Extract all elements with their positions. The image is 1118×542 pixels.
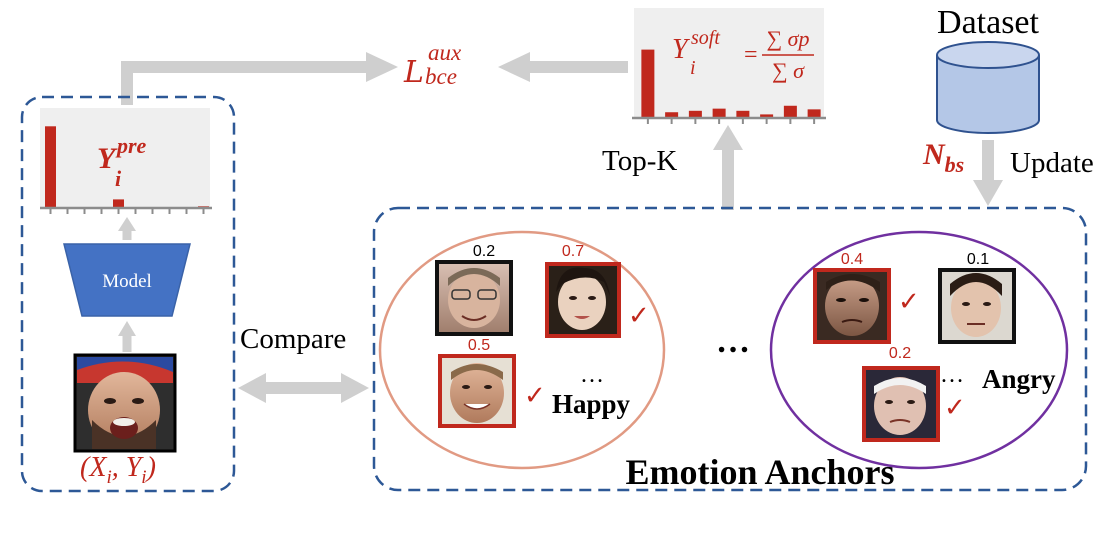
angry-anchor-2: 0.1 [938,251,1016,344]
arrow-model-to-pred-head [118,217,136,231]
happy-cluster-ellipse [378,230,666,470]
soft-label-main: Y [672,34,691,65]
compare-label: Compare [240,323,346,355]
arrow-pred-to-loss-head [366,52,398,82]
soft-label-denominator: ∑ σ [772,58,805,83]
angry-anchor-1: 0.4 ✓ [813,251,920,344]
anchor-score: 0.7 [562,243,584,260]
happy-ellipsis: … [580,362,604,388]
anchor-score: 0.4 [841,251,863,268]
chart-bar [807,109,821,118]
arrow-pred-to-loss [121,61,370,105]
soft-label-numerator: ∑ σp [766,26,809,51]
model-branch-box [20,95,236,493]
chart-bar [736,110,750,118]
check-icon: ✓ [628,301,650,331]
chart-bar [688,110,702,118]
pred-label-sup: pre [115,133,147,158]
loss-main: L [403,55,424,90]
happy-anchor-2: 0.7 ✓ [545,243,650,338]
pred-chart-ticks [49,208,205,214]
soft-chart-ticks [646,118,816,124]
chart-bar [113,199,124,208]
arrow-compare-left-head [238,373,266,403]
anchor-score: 0.2 [473,243,495,260]
pred-label-sub: i [115,166,122,191]
chart-bar [665,112,679,118]
happy-label: Happy [552,389,631,419]
pred-label-main: Y [97,142,118,175]
chart-bar [45,126,56,208]
check-icon: ✓ [944,393,966,423]
chart-bar [641,49,655,118]
nbs-label: Nbs [922,138,964,177]
middle-ellipsis: … [716,323,750,360]
happy-anchor-1: 0.2 [435,243,513,336]
pred-chart: Y i pre [40,108,212,214]
angry-anchor-3: 0.2 ✓ [862,345,966,442]
database-icon [936,41,1040,134]
input-face [73,353,177,453]
anchor-score: 0.5 [468,337,490,354]
update-label: Update [1010,147,1094,179]
angry-cluster-ellipse [769,230,1069,470]
chart-bar [712,108,726,118]
svg-text:Nbs: Nbs [922,138,964,177]
happy-anchor-3: 0.5 ✓ [438,337,546,428]
arrow-input-to-model-head [118,321,136,336]
soft-chart-bars [641,49,821,118]
anchor-score: 0.1 [967,251,989,268]
arrow-update-head [973,180,1003,206]
chart-bar [760,114,774,118]
check-icon: ✓ [898,287,920,317]
soft-label-sup: soft [691,27,720,49]
check-icon: ✓ [524,381,546,411]
loss-sub: bce [425,64,457,89]
emotion-anchors-title: Emotion Anchors [625,452,894,492]
soft-chart-background [634,8,824,118]
model-label: Model [102,271,152,292]
model-trapezoid [63,243,191,317]
dataset-label: Dataset [937,4,1040,41]
anchor-score: 0.2 [889,345,911,362]
angry-label: Angry [982,364,1056,394]
emotion-anchors-box [372,206,1088,492]
model-block: Model [63,243,191,317]
pred-chart-background [40,108,210,208]
angry-ellipsis: … [940,362,964,388]
soft-label-eq: = [744,42,758,68]
chart-bar [783,105,797,118]
topk-label: Top-K [602,145,677,177]
loss-sup: aux [428,40,462,65]
arrow-compare-right-head [341,373,369,403]
svg-text:(Xi, Yi): (Xi, Yi) [80,452,156,488]
flow-arrows [118,52,1003,403]
soft-chart: Y i soft = ∑ σp ∑ σ [632,8,826,124]
soft-label-sub: i [690,57,696,79]
arrow-topk-head [713,125,743,150]
arrow-soft-to-loss-head [498,52,530,82]
aux-loss: L aux bce [403,40,462,90]
dataset: Dataset Nbs Update [922,4,1094,179]
input-label: (Xi, Yi) [80,452,156,488]
